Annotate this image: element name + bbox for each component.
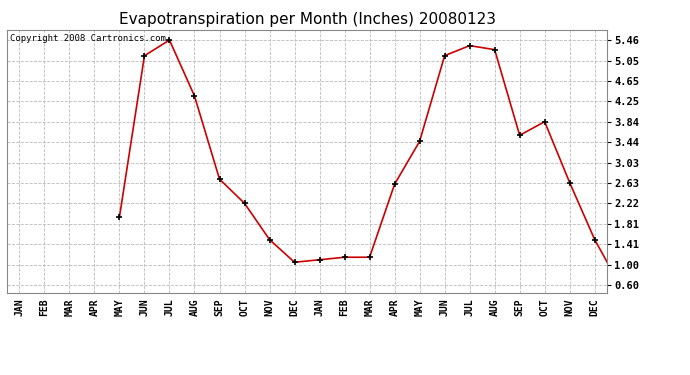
Text: Copyright 2008 Cartronics.com: Copyright 2008 Cartronics.com <box>10 34 166 43</box>
Title: Evapotranspiration per Month (Inches) 20080123: Evapotranspiration per Month (Inches) 20… <box>119 12 495 27</box>
